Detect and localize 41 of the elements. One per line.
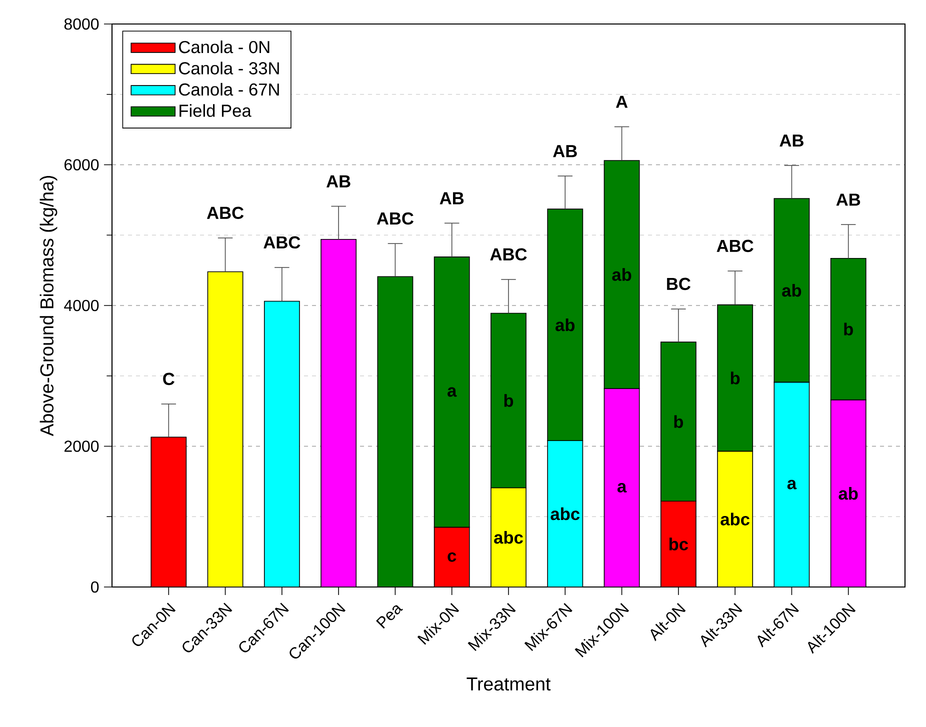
total-label: AB	[553, 145, 577, 158]
data-label: ab	[782, 284, 802, 297]
legend-label: Field Pea	[180, 104, 252, 117]
y-axis-title: Above-Ground Biomass (kg/ha)	[40, 176, 58, 436]
y-tick-label: 2000	[64, 440, 99, 452]
total-label: A	[616, 96, 628, 108]
data-label: b	[730, 372, 740, 384]
data-label: bc	[669, 538, 688, 550]
data-label: abc	[494, 531, 523, 544]
total-label: BC	[667, 278, 690, 290]
y-tick-label: 6000	[64, 159, 99, 170]
total-label: C	[163, 372, 174, 386]
y-tick-label: 0	[91, 581, 99, 593]
data-label: a	[448, 387, 457, 397]
data-label: a	[787, 480, 797, 490]
data-label: c	[448, 552, 456, 562]
data-label: ab	[556, 318, 575, 332]
legend-label: Canola - 33N	[179, 62, 279, 74]
y-tick-label: 4000	[64, 300, 99, 312]
total-label: AB	[440, 192, 464, 204]
total-label: AB	[326, 175, 350, 188]
legend-label: Canola - 67N	[179, 82, 279, 96]
total-label: ABC	[716, 240, 754, 252]
total-label: AB	[780, 134, 804, 147]
data-label: b	[504, 394, 514, 407]
data-label: abc	[550, 507, 580, 520]
total-label: ABC	[264, 236, 300, 249]
x-tick-label: Pea	[376, 605, 403, 629]
y-tick-label: 8000	[64, 18, 99, 30]
data-label: abc	[720, 512, 750, 526]
total-label: AB	[836, 194, 860, 206]
data-label: b	[674, 415, 684, 428]
total-label: ABC	[206, 206, 244, 219]
data-label: b	[844, 322, 853, 336]
total-label: ABC	[376, 212, 414, 225]
legend-label: Canola - 0N	[179, 40, 270, 54]
data-label: ab	[612, 268, 632, 281]
data-label: ab	[838, 487, 858, 500]
total-label: ABC	[490, 248, 527, 261]
x-axis-title: Treatment	[466, 678, 551, 691]
data-label: a	[617, 483, 627, 493]
